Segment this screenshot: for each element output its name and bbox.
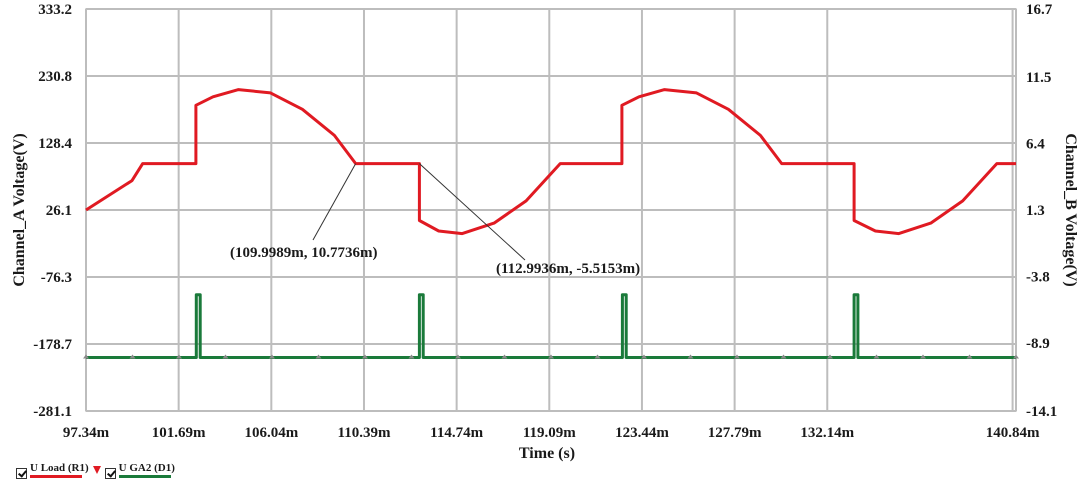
legend-item-u-load[interactable]: U Load (R1) — [16, 462, 89, 479]
series-marker — [501, 354, 508, 359]
series-marker — [873, 354, 880, 359]
series-line-u-ga2 — [86, 293, 1016, 359]
x-tick-label: 97.34m — [63, 425, 110, 441]
series-marker — [1013, 354, 1019, 359]
series-marker — [548, 354, 554, 359]
grid — [85, 8, 1016, 412]
left-axis-title: Channel_A Voltage(V) — [11, 133, 28, 286]
annotations: (109.9989m, 10.7736m) (112.9936m, -5.5153… — [230, 163, 640, 277]
series-marker — [827, 354, 833, 359]
x-tick-label: 101.69m — [152, 425, 206, 441]
right-axis-title: Channel_B Voltage(V) — [1062, 133, 1079, 286]
legend-label-u-load: U Load (R1) — [30, 462, 89, 474]
checkbox-u-ga2[interactable] — [104, 468, 116, 479]
checkbox-u-load[interactable] — [16, 468, 27, 479]
right-tick-label: 16.7 — [1026, 2, 1053, 18]
series-line-u-load — [85, 88, 1016, 236]
series-marker — [315, 354, 322, 359]
series-marker — [83, 354, 89, 359]
legend-label-u-ga2: U GA2 (D1) — [118, 462, 175, 474]
series-marker — [176, 354, 182, 359]
left-tick-label: 128.4 — [38, 136, 72, 152]
legend-swatch-u-ga2 — [118, 475, 171, 478]
series-marker — [408, 354, 415, 359]
x-tick-label: 123.44m — [615, 425, 669, 441]
series-marker — [594, 354, 601, 359]
left-axis-ticks: 333.2 230.8 128.4 26.1 -76.3 -178.7 -281.1 — [33, 2, 72, 420]
annotation-leader — [419, 163, 526, 261]
x-tick-label: 132.14m — [800, 425, 854, 441]
series-marker — [129, 354, 136, 359]
x-tick-label: 140.84m — [986, 425, 1040, 441]
x-tick-label: 106.04m — [244, 425, 298, 441]
right-tick-label: 11.5 — [1026, 70, 1051, 86]
x-axis-title: Time (s) — [519, 445, 575, 462]
left-tick-label: 230.8 — [38, 69, 72, 85]
series-group — [83, 88, 1019, 359]
right-tick-label: -8.9 — [1026, 336, 1050, 352]
left-tick-label: -281.1 — [33, 404, 72, 420]
legend-item-u-ga2[interactable]: U GA2 (D1) — [104, 462, 175, 479]
right-tick-label: -3.8 — [1026, 270, 1050, 286]
right-tick-label: -14.1 — [1026, 404, 1057, 420]
annotation-label: (109.9989m, 10.7736m) — [230, 245, 377, 261]
series-marker — [780, 354, 787, 359]
annotation-leader — [312, 163, 357, 241]
series-marker — [641, 354, 647, 359]
annotation-label: (112.9936m, -5.5153m) — [496, 261, 640, 277]
x-tick-label: 110.39m — [338, 425, 391, 441]
series-marker — [455, 354, 461, 359]
x-tick-label: 119.09m — [523, 425, 576, 441]
right-tick-label: 1.3 — [1026, 203, 1045, 219]
right-axis-ticks: 16.7 11.5 6.4 1.3 -3.8 -8.9 -14.1 — [1026, 2, 1057, 420]
x-axis-ticks: 97.34m 101.69m 106.04m 110.39m 114.74m 119.09… — [63, 425, 1040, 441]
x-tick-label: 127.79m — [708, 425, 762, 441]
left-tick-label: -76.3 — [41, 270, 72, 286]
series-marker — [920, 354, 926, 359]
left-tick-label: 333.2 — [38, 2, 72, 18]
series-marker — [222, 354, 229, 359]
chart: 333.2 230.8 128.4 26.1 -76.3 -178.7 -281.1 16.… — [11, 2, 1079, 462]
series-marker — [687, 354, 694, 359]
legend-marker-icon — [92, 466, 101, 474]
left-tick-label: -178.7 — [33, 337, 72, 353]
series-marker — [734, 354, 740, 359]
right-tick-label: 6.4 — [1026, 136, 1045, 152]
series-marker — [269, 354, 275, 359]
legend: U Load (R1) U GA2 (D1) — [16, 462, 179, 479]
legend-swatch-u-load — [30, 475, 82, 478]
series-marker — [362, 354, 368, 359]
left-tick-label: 26.1 — [46, 203, 72, 219]
series-marker — [966, 354, 973, 359]
x-tick-label: 114.74m — [430, 425, 483, 441]
